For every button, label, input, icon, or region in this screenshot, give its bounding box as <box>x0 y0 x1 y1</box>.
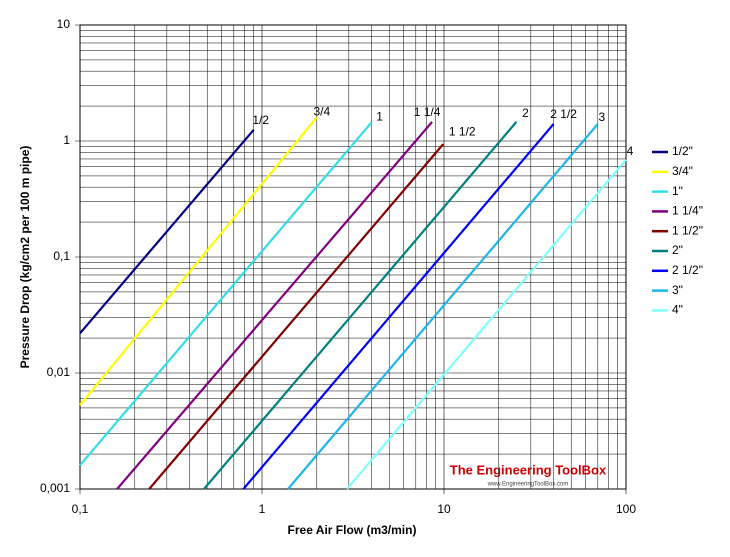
series-line <box>346 158 627 490</box>
series-line <box>287 123 599 490</box>
series-line <box>79 116 318 406</box>
line-label: 1/2 <box>252 113 269 127</box>
y-tick-label: 1 <box>63 133 70 147</box>
x-tick-label: 0,1 <box>72 502 89 516</box>
legend-label: 4" <box>672 303 683 317</box>
series-line <box>79 121 373 467</box>
series-line <box>79 129 255 335</box>
x-tick-label: 10 <box>437 502 451 516</box>
x-tick-label: 100 <box>616 502 636 516</box>
y-tick-label: 0,01 <box>47 365 71 379</box>
line-label: 1 1/4 <box>414 105 441 119</box>
y-tick-label: 10 <box>57 17 71 31</box>
line-label: 3/4 <box>313 104 330 118</box>
legend-label: 1" <box>672 184 683 198</box>
y-axis-title: Pressure Drop (kg/cm2 per 100 m pipe) <box>18 146 32 369</box>
series-line <box>203 121 518 490</box>
series-line <box>242 123 555 490</box>
line-label: 2 <box>522 106 529 120</box>
plot-border <box>79 24 627 490</box>
legend-label: 3/4" <box>672 164 693 178</box>
line-label: 1 1/2 <box>449 124 476 138</box>
watermark-url: www.EngineeringToolBox.com <box>487 482 569 488</box>
x-axis-title: Free Air Flow (m3/min) <box>288 523 417 537</box>
series-line <box>116 121 433 490</box>
watermark-title: The Engineering ToolBox <box>450 462 607 477</box>
line-label: 2 1/2 <box>550 107 577 121</box>
legend-label: 1/2" <box>672 144 693 158</box>
legend-label: 1 1/2" <box>672 223 703 237</box>
line-label: 1 <box>376 109 383 123</box>
line-label: 3 <box>598 110 605 124</box>
x-tick-label: 1 <box>259 502 266 516</box>
line-label: 4 <box>627 144 634 158</box>
legend-label: 2" <box>672 243 683 257</box>
legend-label: 3" <box>672 283 683 297</box>
series-line <box>148 143 445 490</box>
legend-label: 2 1/2" <box>672 263 703 277</box>
legend-label: 1 1/4" <box>672 204 703 218</box>
y-tick-label: 0,1 <box>53 249 70 263</box>
y-tick-label: 0,001 <box>40 481 70 495</box>
